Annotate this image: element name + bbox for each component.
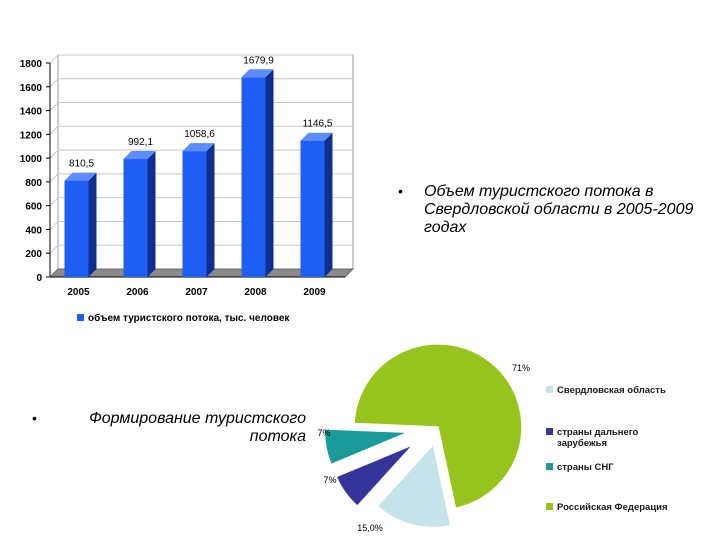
- x-tick-label: 2007: [185, 287, 208, 298]
- bar-top: [182, 143, 215, 152]
- x-tick-label: 2009: [303, 287, 326, 298]
- bar-top: [123, 151, 156, 160]
- gridline-wall: [49, 78, 59, 88]
- pie-slice-2: [335, 443, 415, 508]
- gridline-wall: [49, 54, 59, 64]
- legend-swatch: [546, 463, 553, 470]
- legend-swatch: [546, 428, 553, 435]
- bar-front: [182, 151, 207, 277]
- x-tick-label: 2008: [244, 287, 267, 298]
- legend-label-cont: зарубежья: [557, 438, 607, 449]
- bar-side: [206, 143, 215, 277]
- bar-front: [123, 159, 148, 277]
- bar-front: [241, 77, 266, 277]
- x-tick-label: 2006: [126, 287, 149, 298]
- y-tick-label: 1200: [20, 130, 43, 141]
- legend-swatch: [546, 386, 553, 393]
- bar-2008: [241, 69, 274, 277]
- data-label: 1679,9: [243, 55, 274, 66]
- gridline-wall: [49, 149, 59, 159]
- y-tick-label: 400: [25, 225, 42, 236]
- legend-label: Свердловская область: [557, 385, 666, 396]
- pie-data-label: 15,0%: [357, 523, 383, 533]
- pie-data-label: 71%: [512, 363, 530, 373]
- bar-front: [64, 180, 89, 277]
- y-tick-label: 1400: [20, 107, 43, 118]
- data-label: 1146,5: [303, 119, 333, 130]
- pie-slice-4: [353, 343, 523, 510]
- legend-label: страны дальнего: [557, 427, 639, 438]
- y-tick-label: 0: [36, 273, 42, 284]
- y-tick-label: 1800: [20, 59, 43, 70]
- gridline-wall: [49, 125, 59, 135]
- bar-2005: [64, 172, 97, 277]
- bullet-pie-caption: •: [32, 410, 37, 426]
- bar-chart-caption: Объем туристского потока в Свердловской …: [424, 183, 694, 236]
- legend-label: страны СНГ: [557, 462, 614, 473]
- gridline-wall: [49, 244, 59, 254]
- pie-data-label: 7%: [317, 428, 330, 438]
- gridline-wall: [49, 173, 59, 183]
- legend-label: объем туристского потока, тыс. человек: [88, 312, 290, 324]
- bar-side: [324, 132, 333, 277]
- bar-side: [147, 151, 156, 277]
- bar-side: [88, 172, 97, 277]
- y-tick-label: 200: [25, 249, 42, 260]
- bar-front: [300, 140, 325, 277]
- bar-top: [300, 132, 333, 141]
- bar-top: [64, 172, 97, 181]
- data-label: 1058,6: [184, 129, 215, 140]
- gridline-wall: [49, 102, 59, 111]
- y-tick-label: 1600: [20, 83, 43, 94]
- pie-slice-1: [376, 442, 452, 529]
- x-tick-label: 2005: [67, 287, 90, 298]
- y-tick-label: 800: [25, 178, 42, 189]
- legend-swatch: [77, 314, 84, 321]
- legend: объем туристского потока, тыс. человек: [77, 312, 290, 324]
- pie-chart-caption: Формирование туристского потока: [89, 410, 306, 445]
- legend-swatch: [546, 503, 553, 510]
- data-label: 992,1: [128, 137, 153, 148]
- bullet-bar-caption: •: [398, 183, 403, 199]
- pie-data-label: 7%: [323, 475, 336, 485]
- gridline-wall: [49, 197, 59, 207]
- bar-top: [241, 69, 274, 78]
- gridline-wall: [49, 221, 59, 230]
- data-label: 810,5: [69, 159, 94, 170]
- bar-side: [265, 69, 274, 277]
- bar-2007: [182, 143, 215, 277]
- y-tick-label: 600: [25, 202, 42, 213]
- bar-2006: [123, 151, 156, 277]
- pie-legend: Свердловская область страны дальнегозаруб…: [546, 385, 668, 513]
- pie-chart: 15,0% 7% 7% 71% Свердловская область страны д…: [317, 343, 668, 533]
- legend-label: Российская Федерация: [557, 502, 668, 513]
- y-tick-label: 1000: [20, 154, 43, 165]
- pie-slice-3: [323, 428, 409, 466]
- bar-2009: [300, 132, 333, 277]
- bar-chart: 0 200 400 600 800 1000 1200 1400 1600 1800 810,5 20…: [20, 54, 355, 324]
